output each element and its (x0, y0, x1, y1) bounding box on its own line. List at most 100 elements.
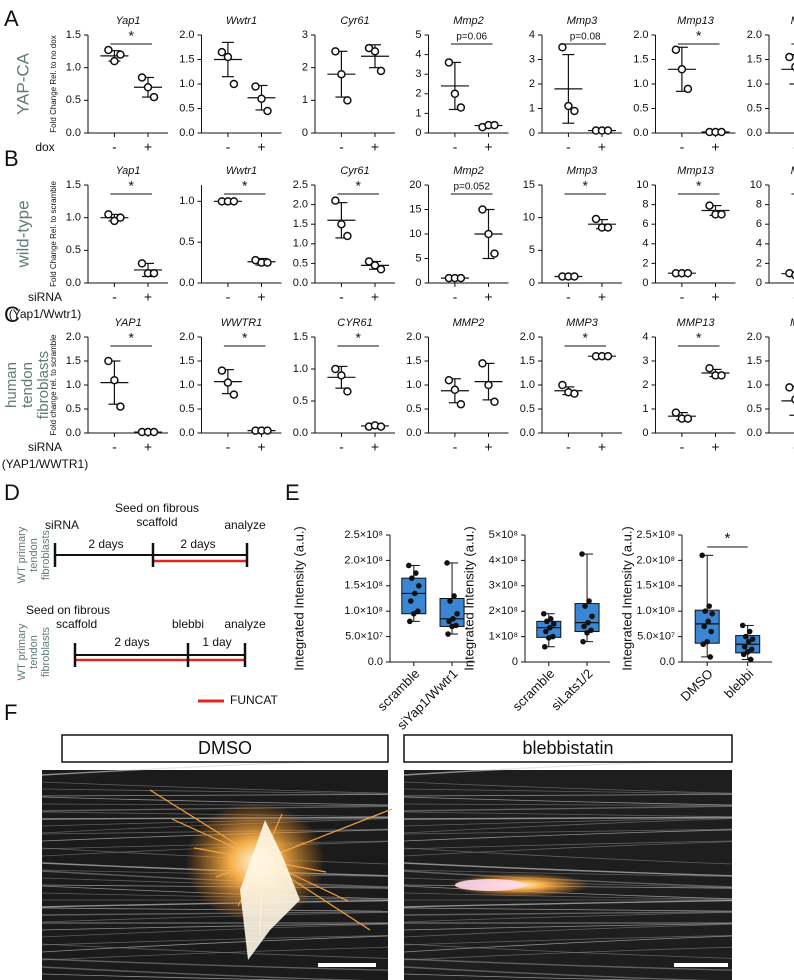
data-point (364, 257, 374, 266)
y-tick-label: 5 (415, 252, 421, 264)
data-point (343, 96, 352, 105)
data-point (343, 231, 352, 241)
fiber (403, 946, 733, 961)
fiber (403, 811, 733, 818)
data-point (412, 590, 418, 597)
fiber (403, 794, 733, 797)
data-point (454, 610, 460, 617)
fiber (403, 943, 733, 959)
data-point (447, 598, 453, 604)
diagram-label: siRNA (45, 518, 79, 532)
y-tick-label: 1.0 (66, 62, 81, 74)
data-point (544, 618, 550, 625)
y-tick-label: 5.0×10⁷ (637, 631, 675, 643)
significance-label: * (696, 330, 702, 346)
significance-label: p=0.052 (453, 182, 490, 193)
y-tick-label: 0.0 (293, 427, 308, 439)
fiber (41, 923, 389, 931)
diagram-label: 2 days (180, 537, 215, 551)
x-tick-label: scramble (509, 666, 557, 714)
fiber (41, 803, 389, 806)
panel-label: C (4, 302, 20, 327)
data-point (331, 47, 340, 56)
y-tick-label: 0 (642, 277, 648, 289)
fiber (41, 958, 389, 971)
data-point (705, 201, 714, 210)
data-point (741, 643, 748, 650)
chart-title: MMP2 (453, 317, 485, 329)
row-label: fibroblasts (35, 351, 52, 419)
y-tick-label: 0.0 (66, 427, 81, 439)
y-tick-label: 0 (415, 277, 421, 289)
fiber (403, 781, 733, 794)
y-axis-label: Integrated Intensity (a.u.) (461, 526, 476, 671)
y-tick-label: 2 (756, 257, 762, 269)
data-point (744, 649, 751, 655)
side-label: fibroblasts (40, 626, 52, 677)
y-tick-label: 1.5 (747, 355, 762, 367)
data-point (149, 92, 159, 102)
x-tick-label: + (144, 439, 152, 455)
y-tick-label: 1 (529, 102, 535, 114)
y-tick-label: 0.5 (520, 403, 535, 415)
y-tick-label: 10 (750, 179, 762, 191)
y-tick-label: 0.0 (406, 427, 421, 439)
y-tick-label: 3 (415, 68, 421, 80)
significance-label: * (582, 330, 588, 346)
y-tick-label: 0.5 (179, 102, 194, 114)
chart-title: Mmp13 (677, 165, 715, 177)
fiber (41, 943, 389, 959)
data-point (376, 265, 386, 274)
y-tick-label: 1.0 (66, 212, 81, 224)
y-tick-label: 15 (409, 203, 421, 215)
significance-label: * (128, 28, 134, 44)
data-point (588, 627, 594, 634)
data-point (490, 397, 499, 407)
fiber (403, 923, 733, 938)
data-point (257, 94, 266, 103)
diagram-label: analyze (224, 518, 266, 532)
data-point (217, 47, 227, 57)
y-tick-label: 2.0 (293, 199, 308, 211)
data-point (603, 126, 613, 135)
x-tick-label: - (339, 139, 344, 155)
data-point (683, 84, 693, 94)
y-tick-label: 8 (756, 199, 762, 211)
diagram-label: 2 days (114, 635, 149, 649)
fiber (403, 803, 733, 806)
x-tick-label: + (711, 439, 719, 455)
data-point (589, 613, 595, 620)
chart-title: Yap1 (116, 15, 141, 27)
data-point (705, 618, 711, 625)
data-point (708, 628, 714, 635)
y-tick-label: 0.0 (293, 277, 308, 289)
fiber (41, 935, 389, 953)
data-point (785, 52, 794, 62)
y-tick-label: 0 (642, 427, 648, 439)
y-tick-label: 2.0 (179, 331, 194, 343)
x-tick-label: + (484, 439, 492, 455)
x-tick-label: + (371, 289, 379, 305)
data-point (707, 654, 713, 660)
y-tick-label: 1.5 (520, 355, 535, 367)
x-tick-label: + (144, 139, 152, 155)
y-tick-label: 1.5 (747, 53, 762, 65)
y-tick-label: 1 (642, 403, 648, 415)
data-point (343, 387, 352, 396)
side-label: tendon (28, 538, 40, 572)
fiber (403, 829, 733, 842)
y-tick-label: 4 (642, 331, 648, 343)
data-point (484, 229, 493, 239)
y-axis-label: Fold change rel. to scramble (49, 334, 58, 435)
data-point (370, 261, 380, 270)
y-tick-label: 20 (409, 179, 421, 191)
diagram-label: blebbi (172, 617, 204, 631)
diagram-label: 1 day (202, 635, 231, 649)
data-point (116, 50, 125, 59)
significance-label: * (696, 178, 702, 194)
data-point (143, 83, 153, 92)
data-point (456, 399, 466, 409)
data-point (229, 79, 239, 89)
fiber (41, 788, 389, 795)
data-point (706, 603, 712, 609)
